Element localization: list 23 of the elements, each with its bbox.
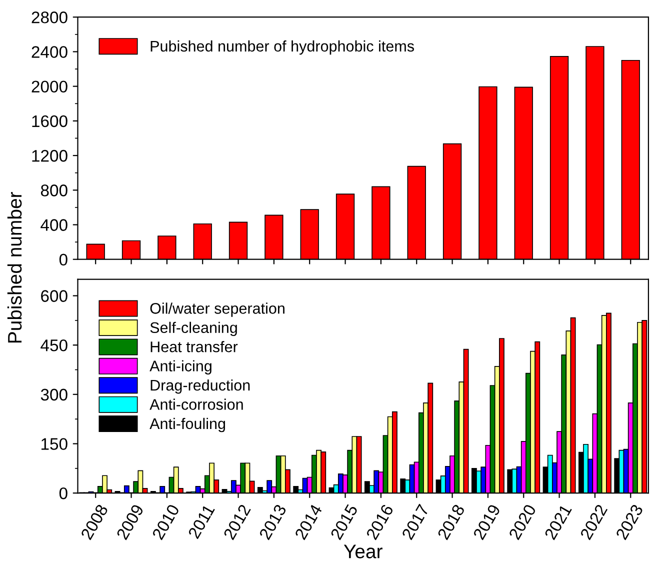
y-tick-label: 150 — [42, 438, 68, 450]
legend-label: Heat transfer — [150, 341, 238, 352]
y-tick-label: 1600 — [32, 115, 68, 128]
y-tick-label: 1200 — [32, 150, 68, 162]
y-tick-label: 300 — [40, 388, 68, 401]
y-tick-label: 800 — [40, 184, 68, 196]
x-axis-title: Year — [344, 544, 382, 558]
legend-label: Anti-icing — [150, 360, 212, 374]
y-tick-label: 0 — [59, 487, 68, 500]
y-tick-label: 2000 — [32, 80, 68, 93]
legend-label: Self-cleaning — [150, 322, 237, 336]
y-tick-label: 2400 — [32, 46, 68, 58]
y-axis-title: Pubished number — [7, 192, 22, 343]
y-tick-label: 600 — [41, 290, 68, 302]
y-tick-label: 0 — [59, 254, 68, 266]
y-tick-label: 2800 — [32, 12, 68, 24]
y-tick-label: 450 — [40, 339, 68, 352]
legend-label: Drag-reduction — [150, 379, 250, 394]
legend-label: Pubished number of hydrophobic items — [150, 40, 414, 55]
y-tick-label: 400 — [40, 219, 68, 231]
legend-label: Anti-corrosion — [150, 398, 243, 410]
legend-label: Anti-fouling — [150, 418, 226, 432]
legend-label: Oil/water seperation — [150, 302, 284, 317]
